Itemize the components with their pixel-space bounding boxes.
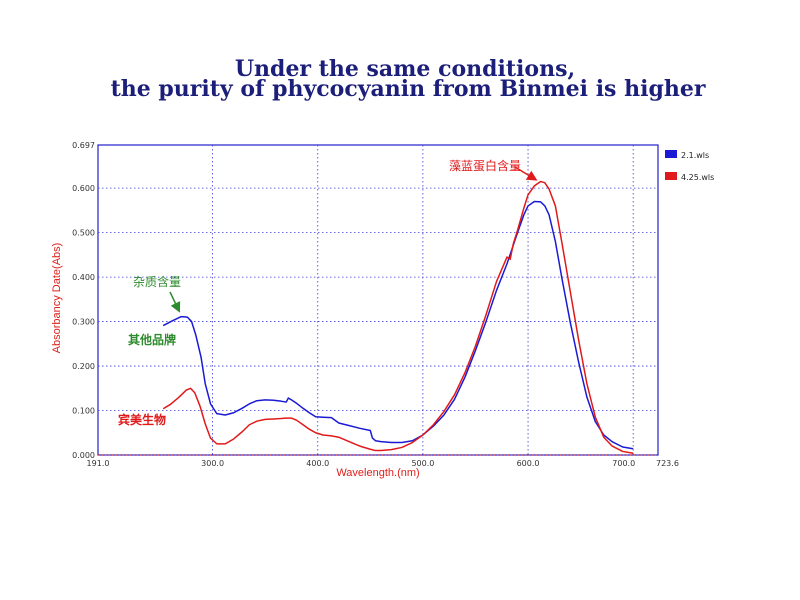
y-axis-label: Absorbancy Date(Abs) — [51, 243, 63, 354]
y-axis-ticks: 0.000 0.100 0.200 0.300 0.400 0.500 0.600 0.697 — [72, 141, 95, 460]
y-tick-label: 0.697 — [72, 141, 95, 150]
legend: 2.1.wls 4.25.wls — [665, 150, 714, 182]
x-tick-label: 500.0 — [411, 459, 434, 468]
y-tick-label: 0.000 — [72, 451, 95, 460]
annotation-other-brand: 其他品牌 — [128, 332, 176, 347]
x-tick-label: 400.0 — [306, 459, 329, 468]
legend-label-2-1-wls: 2.1.wls — [681, 151, 709, 160]
annotation-phycocyanin-content: 藻蓝蛋白含量 — [449, 158, 521, 173]
x-axis-label: Wavelength.(nm) — [336, 467, 419, 479]
x-tick-label: 600.0 — [517, 459, 540, 468]
annotation-impurity-content: 杂质含量 — [133, 274, 181, 289]
series-line-2-1-wls — [162, 200, 634, 450]
y-tick-label: 0.200 — [72, 362, 95, 371]
x-tick-label: 723.6 — [656, 459, 679, 468]
annotation-binmei: 宾美生物 — [118, 412, 166, 427]
series-lines — [162, 180, 634, 454]
y-tick-label: 0.300 — [72, 318, 95, 327]
y-tick-label: 0.500 — [72, 229, 95, 238]
legend-swatch-2-1-wls — [665, 150, 677, 158]
chart-title-line1: Under the same conditions, — [235, 56, 575, 82]
y-tick-label: 0.400 — [72, 273, 95, 282]
x-tick-label: 191.0 — [87, 459, 110, 468]
x-tick-label: 700.0 — [612, 459, 635, 468]
x-tick-label: 300.0 — [201, 459, 224, 468]
arrow-phycocyanin-icon — [514, 166, 538, 181]
legend-swatch-4-25-wls — [665, 172, 677, 180]
y-tick-label: 0.100 — [72, 407, 95, 416]
series-line-4-25-wls — [162, 180, 634, 454]
y-tick-label: 0.600 — [72, 184, 95, 193]
arrow-impurity-icon — [169, 291, 181, 313]
x-axis-ticks: 191.0 300.0 400.0 500.0 600.0 700.0 723.6 — [87, 459, 679, 468]
chart-title-line2: the purity of phycocyanin from Binmei is… — [111, 76, 706, 102]
legend-label-4-25-wls: 4.25.wls — [681, 173, 714, 182]
plot-frame — [97, 144, 659, 456]
